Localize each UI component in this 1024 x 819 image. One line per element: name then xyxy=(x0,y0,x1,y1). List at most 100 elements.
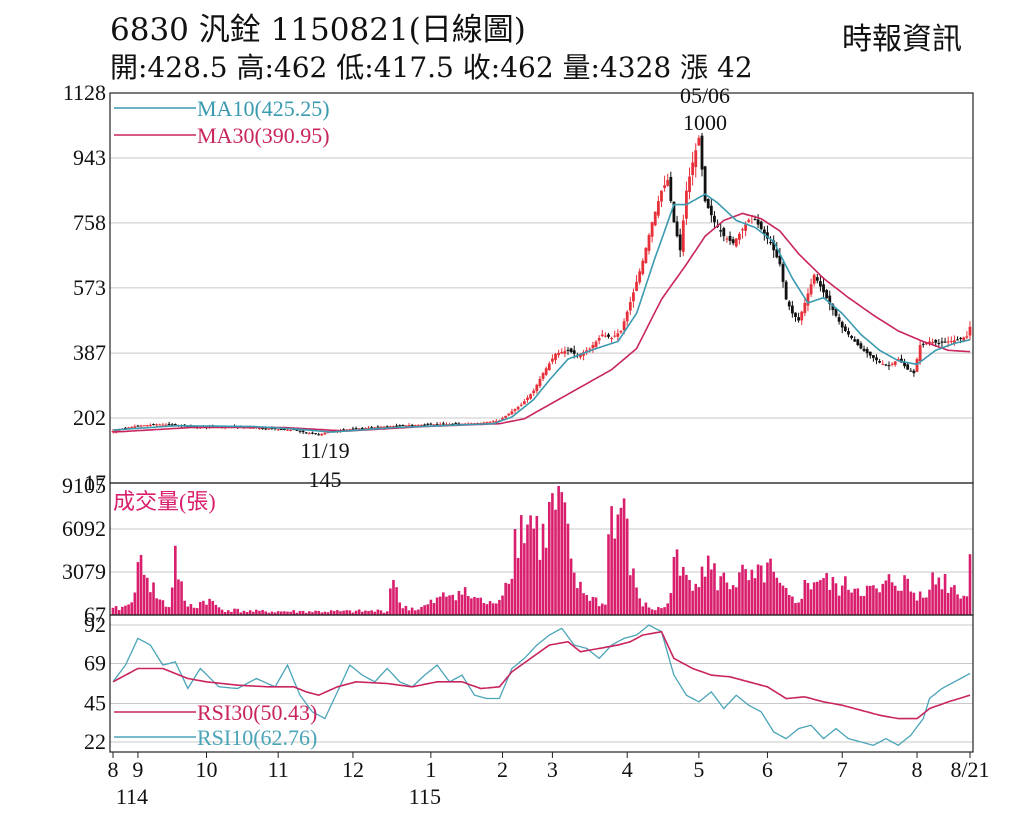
volume-bar xyxy=(308,611,311,615)
volume-bar xyxy=(320,612,324,615)
candle-body xyxy=(734,238,738,247)
volume-bar xyxy=(401,608,405,615)
candle-body xyxy=(379,426,383,428)
candle-body xyxy=(769,241,772,244)
candle-body xyxy=(622,321,626,331)
volume-bar xyxy=(787,595,791,615)
volume-bar xyxy=(111,607,115,615)
volume-bar xyxy=(255,609,258,615)
volume-bar xyxy=(625,518,629,615)
legend-ma10: MA10(425.25) xyxy=(197,96,330,121)
volume-bar xyxy=(454,600,458,615)
volume-bar xyxy=(666,603,670,615)
volume-bar xyxy=(457,590,461,615)
volume-bar xyxy=(622,498,626,615)
candle-body xyxy=(279,429,283,431)
volume-bar xyxy=(504,582,507,615)
candle-body xyxy=(778,255,782,265)
volume-bar xyxy=(485,604,489,615)
candle-body xyxy=(856,339,860,346)
candle-body xyxy=(931,342,935,344)
volume-bar xyxy=(304,612,308,615)
volume-tick-label: 9105 xyxy=(62,473,106,498)
volume-bar xyxy=(410,607,414,615)
candle-body xyxy=(173,424,177,426)
volume-bar xyxy=(420,606,423,615)
volume-bar xyxy=(152,582,155,615)
volume-bar xyxy=(669,593,673,615)
candle-body xyxy=(276,429,280,431)
volume-bar xyxy=(198,602,202,615)
volume-bar xyxy=(809,589,813,615)
volume-bar xyxy=(928,589,931,615)
volume-bar xyxy=(342,610,345,615)
ma30-line xyxy=(112,212,971,433)
volume-bar xyxy=(875,588,878,615)
candle-body xyxy=(663,185,666,188)
rsi30-line xyxy=(112,630,971,720)
candle-body xyxy=(731,239,735,244)
candle-body xyxy=(342,429,346,431)
candle-body xyxy=(404,425,408,427)
volume-bar xyxy=(236,608,239,615)
candle-body xyxy=(161,424,165,426)
candle-body xyxy=(903,362,906,367)
candle-body xyxy=(357,428,361,430)
candle-body xyxy=(819,281,822,287)
volume-bar xyxy=(513,528,517,615)
volume-bar xyxy=(741,564,744,615)
candle-body xyxy=(501,418,504,421)
candle-body xyxy=(124,427,127,429)
volume-bar xyxy=(479,597,483,615)
volume-bar xyxy=(672,556,676,615)
candle-body xyxy=(781,264,785,282)
candle-body xyxy=(385,426,389,428)
candle-body xyxy=(454,423,458,425)
candle-body xyxy=(828,295,832,305)
candle-body xyxy=(669,176,673,202)
candle-body xyxy=(130,426,134,428)
volume-bar xyxy=(445,596,448,615)
candle-body xyxy=(681,220,685,252)
candle-body xyxy=(616,333,620,337)
volume-bar xyxy=(180,581,183,615)
candle-body xyxy=(588,348,592,350)
volume-bar xyxy=(435,597,439,615)
x-tick-label: 6 xyxy=(762,757,773,782)
volume-bar xyxy=(616,514,620,615)
low-value-annotation: 145 xyxy=(309,467,342,492)
volume-bar xyxy=(657,607,660,615)
candle-body xyxy=(395,425,398,427)
candle-body xyxy=(283,428,286,430)
volume-bar xyxy=(233,608,236,615)
panel-frame xyxy=(109,614,974,753)
volume-bar xyxy=(594,597,598,615)
volume-bar xyxy=(264,611,268,615)
volume-bar xyxy=(890,582,894,615)
volume-bar xyxy=(950,587,953,615)
volume-bar xyxy=(660,608,663,615)
volume-bar xyxy=(956,594,959,615)
volume-bar xyxy=(261,610,264,615)
volume-bar xyxy=(174,545,177,615)
volume-bar xyxy=(286,611,289,615)
source-label: 時報資訊 xyxy=(842,22,962,57)
candle-body xyxy=(435,424,439,426)
volume-bar xyxy=(694,583,698,615)
volume-bar xyxy=(756,564,760,615)
candle-body xyxy=(871,355,875,358)
volume-bar xyxy=(466,596,470,615)
candle-body xyxy=(632,292,635,302)
volume-bar xyxy=(117,610,121,615)
candle-body xyxy=(628,302,632,311)
candle-body xyxy=(953,340,956,344)
volume-bar xyxy=(632,568,635,615)
candle-body xyxy=(426,423,430,425)
x-tick-label: 7 xyxy=(837,757,848,782)
volume-tick-label: 3079 xyxy=(62,559,106,584)
volume-bar xyxy=(706,555,710,615)
candle-body xyxy=(516,406,520,410)
candle-body xyxy=(728,235,732,241)
candle-body xyxy=(650,222,654,237)
volume-bar xyxy=(582,593,585,615)
